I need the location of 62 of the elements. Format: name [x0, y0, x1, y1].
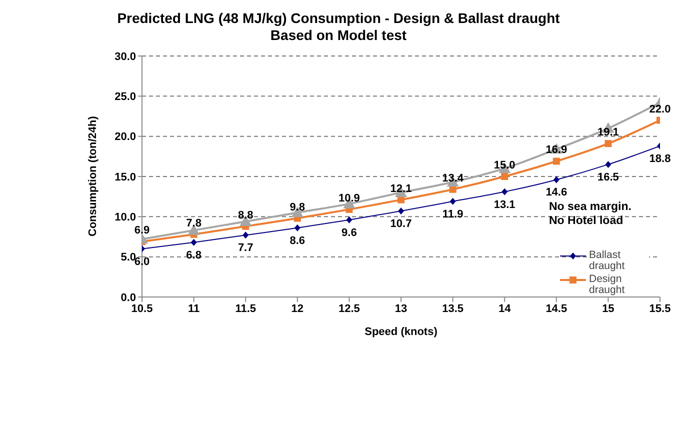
- point: [190, 238, 197, 246]
- data-label: 8.8: [238, 209, 254, 222]
- y-axis-title: Consumption (ton/24h): [86, 116, 99, 236]
- point: [553, 176, 560, 184]
- chart-title: Predicted LNG (48 MJ/kg) Consumption - Design & Ballast draught: [116, 10, 561, 27]
- data-label: 18.8: [649, 152, 671, 165]
- data-label: 16.5: [597, 171, 619, 184]
- x-tick-label: 12: [291, 302, 304, 315]
- point: [449, 186, 456, 193]
- y-tick-label: 25.0: [114, 91, 136, 104]
- data-label: 6.9: [134, 224, 150, 237]
- data-label: 8.6: [290, 234, 306, 247]
- data-label: 14.6: [546, 186, 568, 199]
- y-tick-label: 30.0: [114, 50, 136, 63]
- legend-label: Ballast draught: [589, 249, 649, 272]
- annotation: No Hotel load: [549, 214, 624, 228]
- y-tick-label: 15.0: [114, 171, 136, 184]
- data-label: 6.8: [186, 249, 202, 262]
- data-label: 16.9: [546, 144, 568, 156]
- data-label: 7.8: [186, 217, 202, 230]
- data-label: 9.8: [290, 201, 306, 214]
- x-tick-label: 11: [188, 302, 200, 315]
- x-axis-title: Speed (knots): [364, 326, 438, 338]
- point: [398, 196, 404, 204]
- data-label: 13.1: [494, 198, 516, 211]
- data-label: 13.4: [442, 172, 464, 184]
- point: [450, 198, 456, 205]
- data-label: 10.9: [338, 192, 360, 204]
- x-tick-label: 12.5: [338, 302, 360, 315]
- data-label: 9.6: [342, 226, 357, 239]
- point: [346, 216, 352, 224]
- x-tick-label: 15.5: [649, 302, 671, 315]
- point: [242, 232, 249, 239]
- point: [501, 173, 508, 180]
- y-tick-label: 5.0: [120, 252, 136, 264]
- y-tick-label: 20.0: [114, 131, 136, 144]
- x-tick-label: 15: [602, 302, 614, 315]
- x-tick-label: 11.5: [235, 302, 256, 315]
- point: [502, 188, 508, 196]
- point: [605, 160, 612, 168]
- legend-label: Design draught: [589, 273, 649, 296]
- data-label: 10.7: [390, 218, 412, 230]
- data-label: 12.1: [390, 182, 412, 195]
- point: [552, 158, 560, 165]
- x-tick-label: 14.5: [546, 302, 568, 315]
- chart-subtitle: Based on Model test: [269, 27, 408, 44]
- point: [604, 140, 612, 148]
- data-label: 22.0: [649, 103, 671, 116]
- data-label: 11.9: [442, 208, 464, 220]
- x-tick-label: 14: [498, 302, 512, 315]
- x-tick-label: 10.5: [131, 302, 153, 315]
- data-label: 6.0: [134, 256, 150, 268]
- data-label: 7.7: [238, 242, 254, 254]
- point: [398, 208, 404, 215]
- y-tick-label: 10.0: [114, 212, 136, 224]
- annotation: No sea margin.: [549, 200, 632, 214]
- data-label: 15.0: [494, 160, 516, 172]
- y-tick-label: 0.0: [120, 292, 136, 304]
- data-label: 19.1: [597, 126, 619, 139]
- point: [294, 224, 300, 232]
- x-tick-label: 13.5: [442, 302, 464, 315]
- x-tick-label: 13: [394, 302, 408, 315]
